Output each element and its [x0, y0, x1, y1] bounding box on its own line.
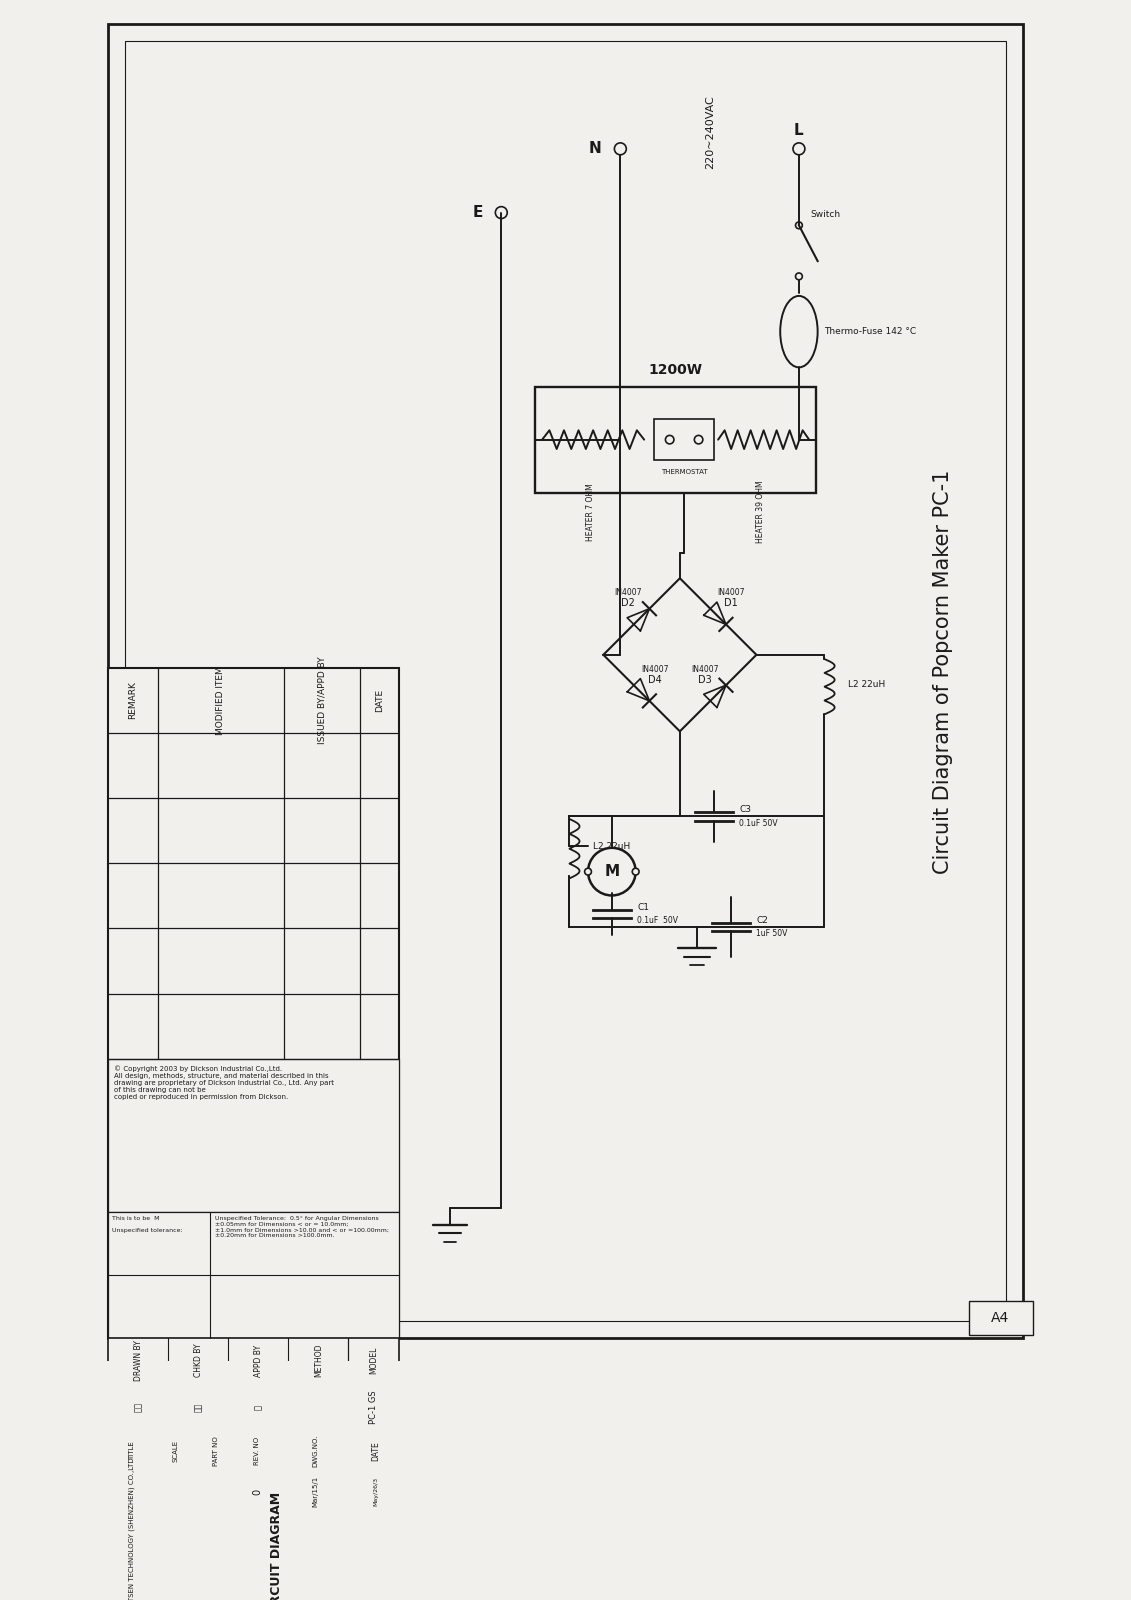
Text: C2: C2: [757, 915, 768, 925]
Text: Circuit Diagram of Popcorn Maker PC-1: Circuit Diagram of Popcorn Maker PC-1: [933, 470, 953, 874]
Text: 王: 王: [253, 1405, 262, 1410]
Bar: [109, 667, 399, 1338]
Text: CHKD BY: CHKD BY: [193, 1344, 202, 1378]
Text: MODEL: MODEL: [369, 1347, 378, 1374]
Text: REV. NO: REV. NO: [254, 1437, 260, 1466]
Text: APPD BY: APPD BY: [253, 1344, 262, 1376]
Text: THERMOSTAT: THERMOSTAT: [661, 469, 707, 475]
Text: L: L: [794, 123, 804, 138]
Circle shape: [614, 142, 627, 155]
Text: 三山: 三山: [133, 1402, 143, 1413]
Text: TITLE: TITLE: [129, 1442, 135, 1461]
Text: This is to be  M

Unspecified tolerance:: This is to be M Unspecified tolerance:: [112, 1216, 182, 1232]
Circle shape: [665, 435, 674, 443]
Text: SCALE: SCALE: [173, 1440, 179, 1462]
Text: 三山: 三山: [193, 1403, 202, 1413]
Text: ISSUED BY/APPD BY: ISSUED BY/APPD BY: [318, 656, 327, 744]
Bar: [655, 419, 714, 461]
Circle shape: [632, 869, 639, 875]
Text: M: M: [604, 864, 620, 878]
Text: A4: A4: [992, 1310, 1010, 1325]
Text: IN4007: IN4007: [718, 587, 745, 597]
Circle shape: [795, 274, 802, 280]
Text: D4: D4: [648, 675, 662, 685]
Circle shape: [588, 848, 636, 896]
Text: MODIFIED ITEM: MODIFIED ITEM: [216, 666, 225, 734]
Text: HEATER 39 OHM: HEATER 39 OHM: [757, 480, 766, 544]
Bar: [969, 1301, 1033, 1334]
Text: DATE: DATE: [375, 688, 385, 712]
Text: D3: D3: [698, 675, 711, 685]
Text: METHOD: METHOD: [313, 1344, 322, 1378]
Text: DATE: DATE: [371, 1442, 380, 1461]
Text: E: E: [473, 205, 483, 221]
Circle shape: [694, 435, 702, 443]
Text: 220~240VAC: 220~240VAC: [705, 94, 715, 168]
Text: HEATER 7 OHM: HEATER 7 OHM: [586, 483, 595, 541]
Text: IN4007: IN4007: [641, 664, 668, 674]
Circle shape: [585, 869, 592, 875]
Text: May/26/3: May/26/3: [373, 1477, 379, 1506]
Text: 1200W: 1200W: [648, 363, 702, 378]
Text: IN4007: IN4007: [614, 587, 642, 597]
Text: Thermo-Fuse 142 °C: Thermo-Fuse 142 °C: [824, 326, 916, 336]
Text: Unspecified Tolerance:  0.5° for Angular Dimensions
±0.05mm for Dimensions < or : Unspecified Tolerance: 0.5° for Angular …: [215, 1216, 389, 1238]
Text: PC-1 GS: PC-1 GS: [369, 1390, 378, 1424]
Bar: [109, 1059, 399, 1211]
Bar: [109, 1430, 399, 1512]
Bar: [535, 387, 815, 493]
Circle shape: [495, 206, 507, 219]
Bar: [109, 1338, 399, 1430]
Text: D1: D1: [725, 598, 739, 608]
Text: L2 22uH: L2 22uH: [848, 680, 886, 690]
Text: L2 22uH: L2 22uH: [593, 842, 630, 851]
Text: IN4007: IN4007: [691, 664, 718, 674]
Text: D2: D2: [621, 598, 636, 608]
Text: 0.1uF 50V: 0.1uF 50V: [740, 819, 778, 827]
Text: C3: C3: [740, 805, 751, 814]
Text: CIRCUIT DIAGRAM: CIRCUIT DIAGRAM: [270, 1493, 283, 1600]
Circle shape: [120, 1562, 144, 1586]
Text: 0.1uF  50V: 0.1uF 50V: [638, 917, 679, 925]
Text: DRAWN BY: DRAWN BY: [133, 1341, 143, 1381]
Circle shape: [795, 222, 802, 229]
Circle shape: [793, 142, 805, 155]
Text: © Copyright 2003 by Dickson Industrial Co.,Ltd.
All design, methods, structure, : © Copyright 2003 by Dickson Industrial C…: [113, 1066, 334, 1101]
Text: 0: 0: [252, 1488, 262, 1494]
Text: Switch: Switch: [811, 210, 841, 219]
Text: 1uF 50V: 1uF 50V: [757, 930, 788, 938]
Text: KETSEN TECHNOLOGY (SHENZHEN) CO.,LTD: KETSEN TECHNOLOGY (SHENZHEN) CO.,LTD: [128, 1458, 135, 1600]
Text: N: N: [589, 141, 602, 157]
Text: Mar/15/1: Mar/15/1: [312, 1475, 318, 1507]
Text: C1: C1: [638, 902, 649, 912]
Text: DWG.NO.: DWG.NO.: [312, 1435, 318, 1467]
Bar: [109, 1512, 399, 1600]
Bar: [109, 1211, 399, 1338]
Text: REMARK: REMARK: [129, 682, 138, 718]
Text: PART NO: PART NO: [214, 1435, 219, 1466]
